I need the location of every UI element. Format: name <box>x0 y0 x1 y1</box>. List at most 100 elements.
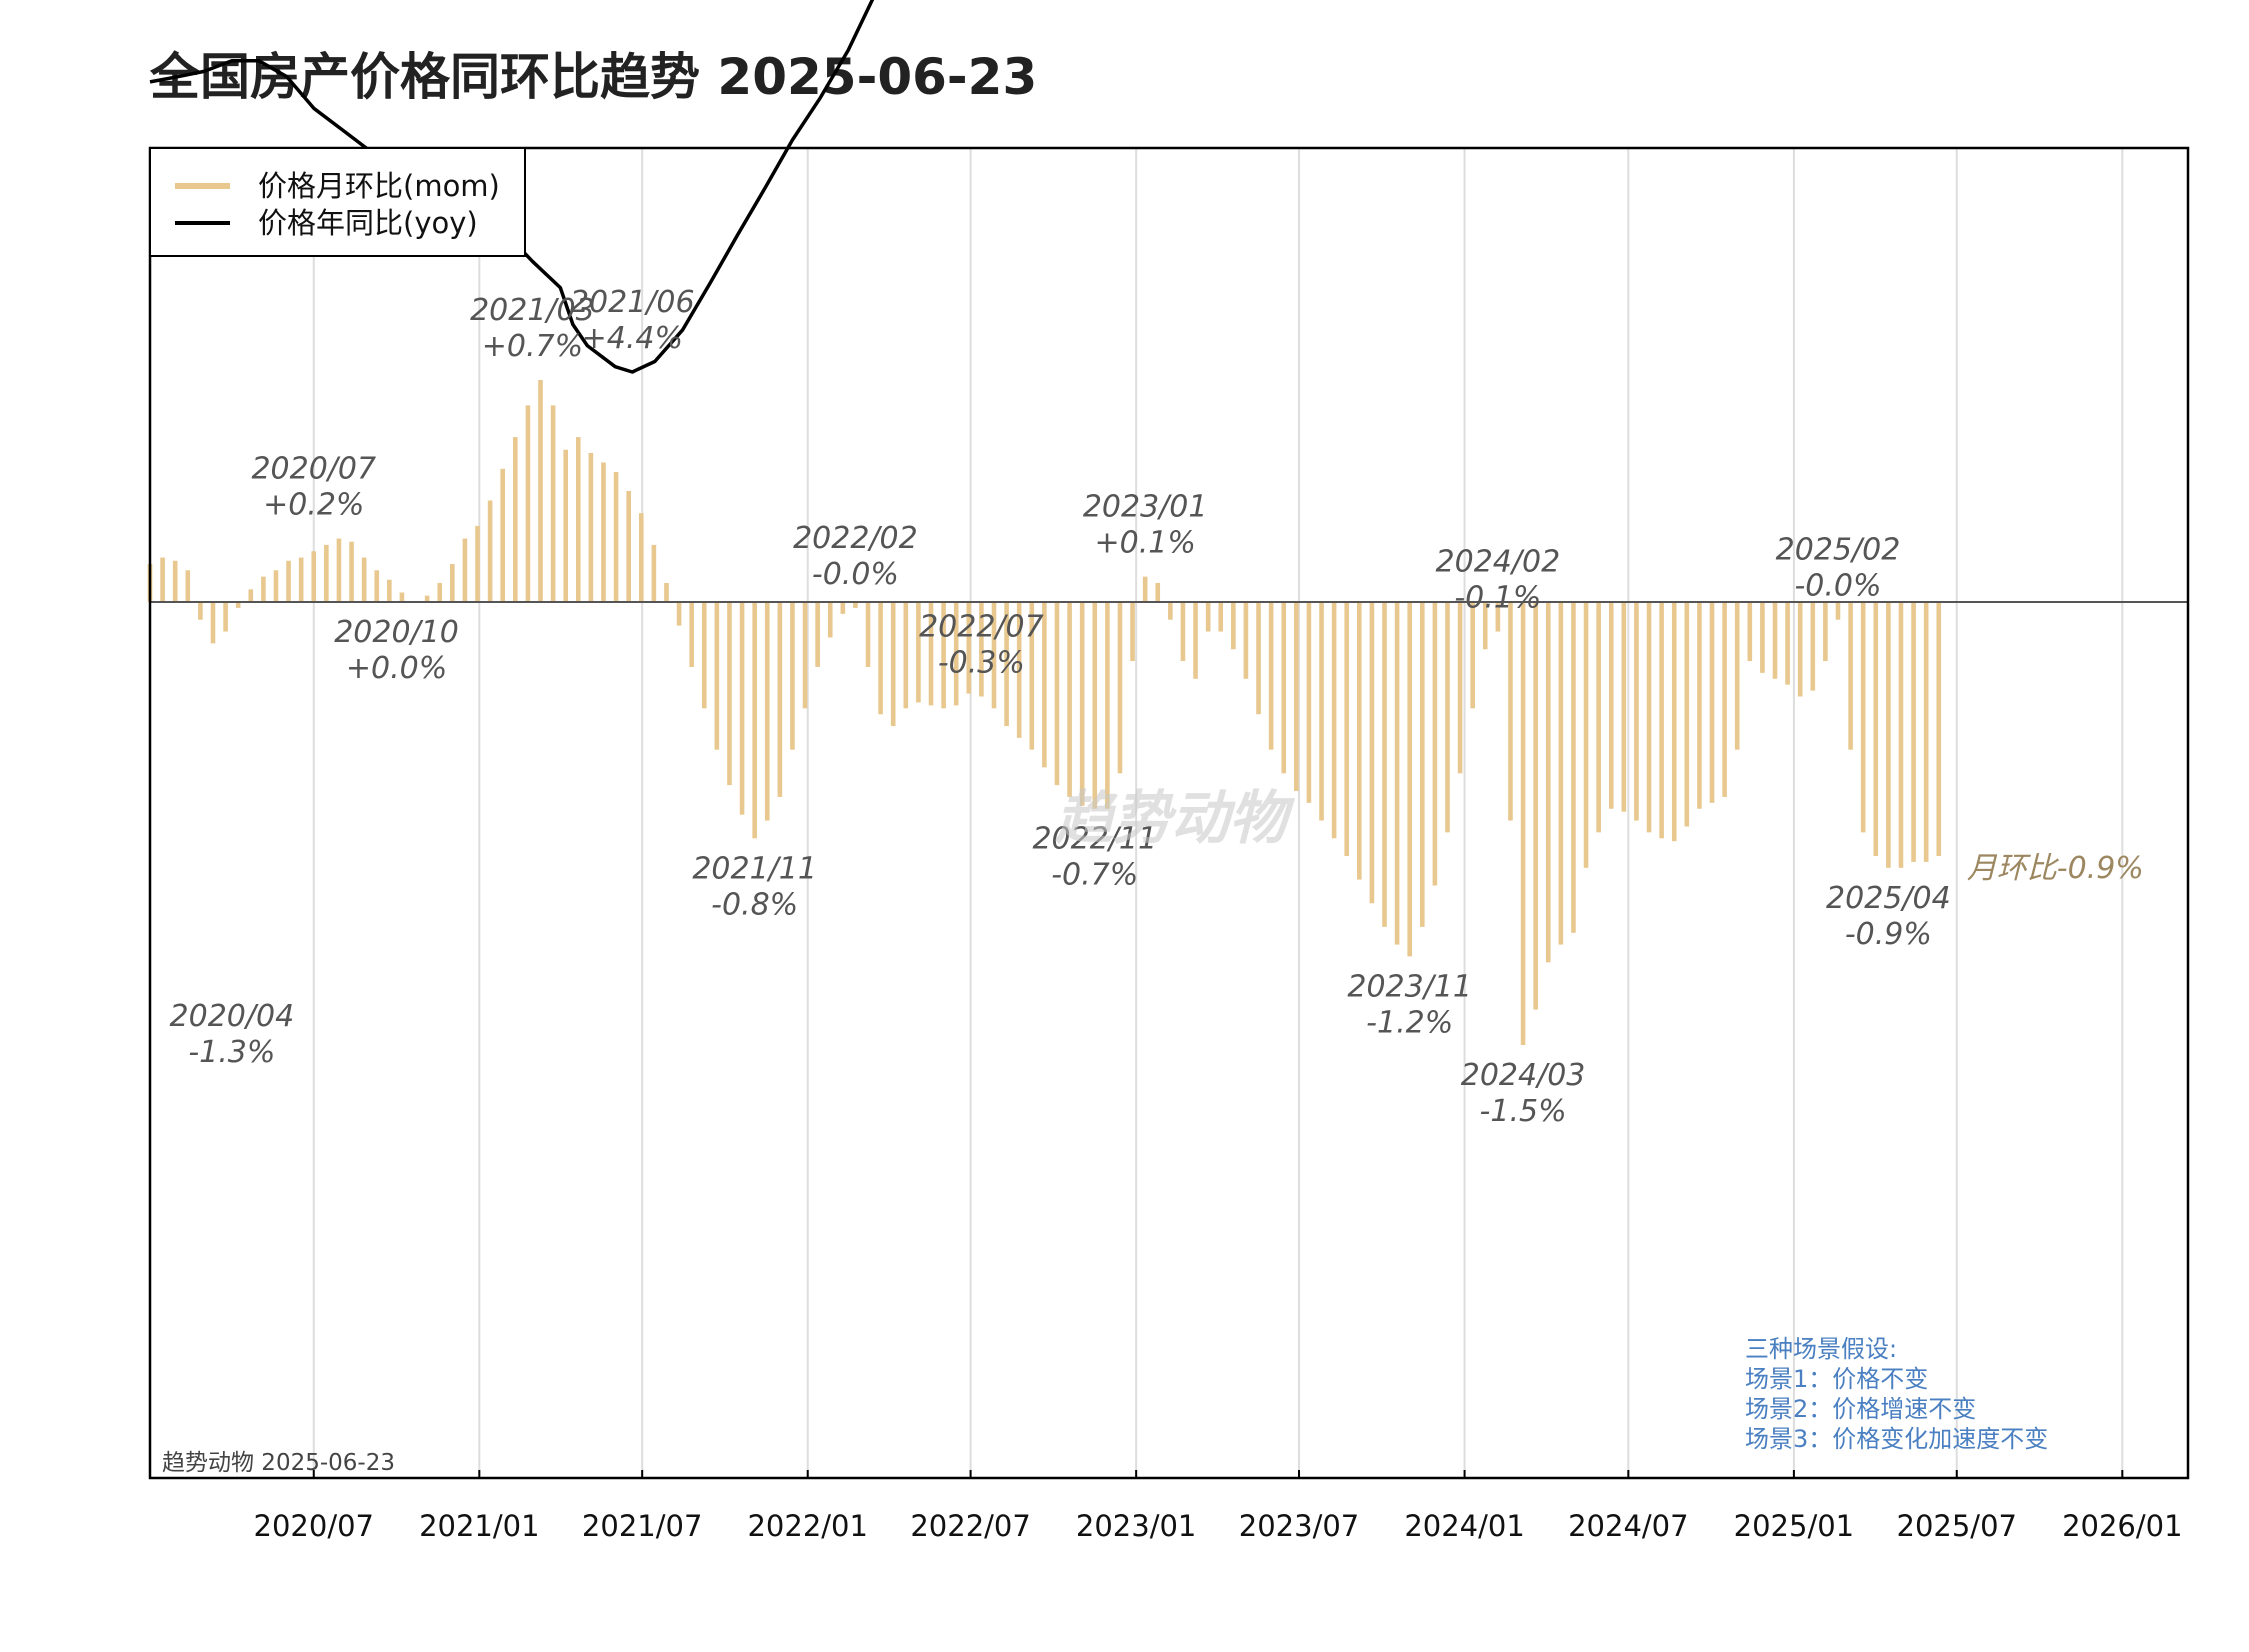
mom-bar <box>1823 602 1828 662</box>
mom-bar <box>324 544 329 602</box>
mom-bar <box>1294 602 1299 792</box>
mom-bar <box>840 602 846 614</box>
mom-bar <box>437 582 443 602</box>
mom-bar <box>462 538 468 602</box>
mom-bar <box>1168 602 1173 620</box>
mom-bar <box>1936 602 1942 856</box>
mom-bar <box>1004 602 1009 727</box>
mom-bar <box>1306 602 1312 803</box>
annotation-label: -0.1% <box>1454 581 1541 616</box>
mom-bar <box>311 551 317 602</box>
mom-bar <box>1470 602 1475 709</box>
mom-bar <box>903 602 909 709</box>
mom-bar <box>286 560 291 602</box>
mom-bar <box>1571 602 1576 933</box>
annotation-label: -0.8% <box>711 887 798 922</box>
mom-bar <box>991 602 997 709</box>
mom-bar <box>261 576 266 602</box>
mom-bar <box>336 538 342 602</box>
mom-bar <box>853 602 858 608</box>
mom-bar <box>1495 602 1501 632</box>
mom-bar <box>1646 602 1652 833</box>
end-label: 月环比-0.9% <box>1967 851 2144 886</box>
mom-bar <box>1797 602 1803 697</box>
mom-bar <box>1596 602 1601 833</box>
mom-bar <box>727 602 732 786</box>
mom-bar <box>1281 602 1287 774</box>
annotation-label: -0.0% <box>812 557 899 592</box>
watermark: 趋势动物 <box>1054 784 1296 852</box>
mom-bar <box>701 602 707 709</box>
legend-box <box>149 147 526 257</box>
mom-bar <box>1760 602 1765 673</box>
mom-bar <box>1382 602 1387 927</box>
mom-bar <box>1482 602 1488 650</box>
legend-label: 价格月环比(mom) <box>258 169 500 203</box>
mom-bar <box>916 602 921 703</box>
x-tick-label: 2023/07 <box>1239 1509 1359 1543</box>
credit-text: 趋势动物 2025-06-23 <box>162 1450 395 1476</box>
annotation-label: 2024/03 <box>1461 1058 1586 1093</box>
mom-bar <box>399 592 405 602</box>
plot-area <box>150 148 2188 1478</box>
mom-bar <box>273 570 279 602</box>
mom-bar <box>1747 602 1753 662</box>
mom-bar <box>1193 602 1198 679</box>
mom-bar <box>1105 602 1110 809</box>
mom-bar <box>1445 602 1450 833</box>
mom-bar <box>1911 602 1916 862</box>
mom-bar <box>1067 602 1072 797</box>
annotation-label: -0.0% <box>1794 569 1881 604</box>
mom-bar <box>613 471 619 602</box>
mom-bar <box>1520 602 1526 1045</box>
mom-bar <box>1016 602 1022 738</box>
mom-bar <box>1218 602 1224 632</box>
annotation-label: -1.5% <box>1480 1094 1567 1129</box>
annotation-label: +0.7% <box>482 329 583 364</box>
mom-bar <box>160 557 165 602</box>
mom-bar <box>1583 602 1589 868</box>
mom-bar <box>1659 602 1664 839</box>
mom-bar <box>1079 602 1085 806</box>
annotation-label: 2021/11 <box>692 851 817 886</box>
mom-bar <box>689 602 694 667</box>
mom-bar <box>1092 602 1098 809</box>
mom-bar <box>374 570 380 602</box>
mom-bar <box>1357 602 1362 880</box>
mom-bar <box>1608 602 1614 809</box>
mom-bar <box>1684 602 1690 827</box>
mom-bars <box>147 380 1942 1045</box>
x-tick-label: 2025/07 <box>1897 1509 2017 1543</box>
note-line: 场景2：价格增速不变 <box>1745 1395 1976 1423</box>
mom-bar <box>1180 602 1186 662</box>
mom-bar <box>550 405 556 602</box>
mom-bar <box>1545 602 1551 963</box>
annotation-label: -0.9% <box>1845 917 1932 952</box>
mom-bar <box>777 602 783 797</box>
annotation-label: 2025/02 <box>1776 533 1901 568</box>
mom-bar <box>1709 602 1715 803</box>
annotation-label: 2023/01 <box>1083 490 1208 525</box>
note-line: 场景3：价格变化加速度不变 <box>1745 1425 2048 1453</box>
chart-title: 全国房产价格同环比趋势 2025-06-23 <box>149 48 1037 106</box>
note-line: 场景1：价格不变 <box>1745 1365 1928 1393</box>
mom-bar <box>941 602 946 709</box>
mom-bar <box>1130 602 1135 662</box>
mom-bar <box>525 405 531 602</box>
mom-bar <box>538 380 543 602</box>
annotation-label: -1.2% <box>1366 1005 1453 1040</box>
mom-bar <box>638 513 644 602</box>
mom-bar <box>815 602 820 667</box>
annotation-label: -1.3% <box>188 1035 275 1070</box>
x-tick-label: 2021/07 <box>582 1509 702 1543</box>
mom-bar <box>235 602 241 608</box>
annotation-label: 2023/11 <box>1347 969 1472 1004</box>
mom-bar <box>1155 582 1161 602</box>
mom-bar <box>865 602 871 667</box>
mom-bar <box>563 449 568 602</box>
mom-bar <box>966 602 972 694</box>
mom-bar <box>387 579 392 602</box>
mom-bar <box>1785 602 1790 685</box>
grid-lines <box>312 148 2124 1478</box>
